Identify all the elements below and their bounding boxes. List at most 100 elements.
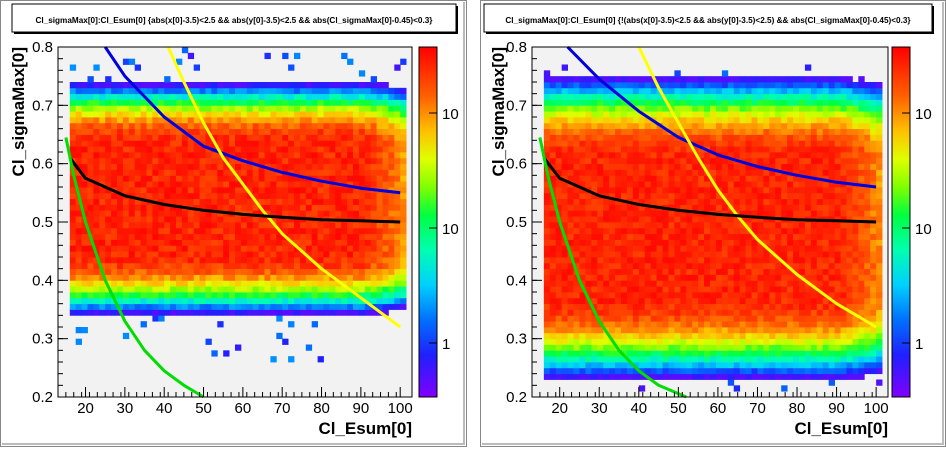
heatmap-cell <box>787 100 793 106</box>
heatmap-cell <box>799 88 805 94</box>
heatmap-cell <box>639 82 645 88</box>
heatmap-cell <box>805 269 811 275</box>
heatmap-cell <box>241 216 247 222</box>
heatmap-cell <box>763 181 769 187</box>
heatmap-cell <box>657 216 663 222</box>
heatmap-cell <box>651 269 657 275</box>
heatmap-cell <box>123 280 129 286</box>
heatmap-cell <box>371 292 377 298</box>
heatmap-cell <box>692 251 698 257</box>
heatmap-cell <box>400 275 406 281</box>
heatmap-cell <box>556 269 562 275</box>
heatmap-cell <box>265 181 271 187</box>
heatmap-cell <box>182 100 188 106</box>
heatmap-cell <box>609 315 615 321</box>
heatmap-cell <box>129 210 135 216</box>
heatmap-cell <box>550 222 556 228</box>
heatmap-cell <box>829 245 835 251</box>
heatmap-cell <box>823 187 829 193</box>
heatmap-cell <box>710 111 716 117</box>
heatmap-cell <box>377 117 383 123</box>
heatmap-cell <box>722 321 728 327</box>
heatmap-cell <box>312 310 318 316</box>
heatmap-cell <box>550 146 556 152</box>
heatmap-cell <box>740 170 746 176</box>
heatmap-cell <box>217 245 223 251</box>
heatmap-cell <box>223 88 229 94</box>
heatmap-cell <box>710 280 716 286</box>
heatmap-cell <box>270 82 276 88</box>
heatmap-cell <box>657 111 663 117</box>
heatmap-cell <box>585 234 591 240</box>
heatmap-cell <box>556 82 562 88</box>
heatmap-cell <box>324 234 330 240</box>
heatmap-cell <box>306 310 312 316</box>
heatmap-cell <box>359 117 365 123</box>
heatmap-cell <box>129 59 135 65</box>
heatmap-cell <box>377 135 383 141</box>
heatmap-cell <box>188 298 194 304</box>
y-tick-label: 0.7 <box>32 97 53 114</box>
heatmap-cell <box>270 269 276 275</box>
heatmap-cell <box>651 339 657 345</box>
heatmap-cell <box>562 111 568 117</box>
heatmap-cell <box>763 152 769 158</box>
heatmap-cell <box>93 140 99 146</box>
heatmap-cell <box>99 140 105 146</box>
heatmap-cell <box>206 164 212 170</box>
heatmap-cell <box>394 275 400 281</box>
heatmap-cell <box>663 117 669 123</box>
heatmap-cell <box>341 304 347 310</box>
heatmap-cell <box>200 286 206 292</box>
heatmap-cell <box>603 240 609 246</box>
heatmap-cell <box>627 210 633 216</box>
heatmap-cell <box>288 321 294 327</box>
heatmap-cell <box>318 170 324 176</box>
heatmap-cell <box>746 339 752 345</box>
heatmap-cell <box>383 158 389 164</box>
heatmap-cell <box>135 234 141 240</box>
heatmap-cell <box>324 222 330 228</box>
heatmap-cell <box>722 310 728 316</box>
heatmap-cell <box>135 117 141 123</box>
heatmap-cell <box>294 111 300 117</box>
heatmap-cell <box>597 356 603 362</box>
heatmap-cell <box>211 123 217 129</box>
heatmap-cell <box>775 152 781 158</box>
heatmap-cell <box>176 199 182 205</box>
heatmap-cell <box>746 129 752 135</box>
heatmap-cell <box>811 345 817 351</box>
heatmap-cell <box>182 310 188 316</box>
heatmap-cell <box>300 193 306 199</box>
heatmap-cell <box>793 251 799 257</box>
heatmap-cell <box>645 310 651 316</box>
heatmap-cell <box>76 210 82 216</box>
heatmap-cell <box>799 315 805 321</box>
heatmap-cell <box>306 269 312 275</box>
heatmap-cell <box>757 333 763 339</box>
heatmap-cell <box>206 310 212 316</box>
heatmap-cell <box>164 298 170 304</box>
heatmap-cell <box>603 234 609 240</box>
heatmap-cell <box>793 374 799 380</box>
heatmap-cell <box>329 123 335 129</box>
heatmap-cell <box>200 187 206 193</box>
heatmap-cell <box>347 240 353 246</box>
heatmap-cell <box>757 362 763 368</box>
color-palette <box>419 47 437 397</box>
heatmap-cell <box>674 310 680 316</box>
heatmap-cell <box>544 257 550 263</box>
heatmap-cell <box>674 327 680 333</box>
heatmap-cell <box>627 286 633 292</box>
heatmap-cell <box>365 82 371 88</box>
heatmap-cell <box>722 205 728 211</box>
heatmap-cell <box>716 234 722 240</box>
heatmap-cell <box>270 100 276 106</box>
heatmap-cell <box>823 205 829 211</box>
heatmap-cell <box>752 129 758 135</box>
heatmap-cell <box>341 298 347 304</box>
heatmap-cell <box>123 234 129 240</box>
heatmap-cell <box>781 135 787 141</box>
heatmap-cell <box>70 111 76 117</box>
heatmap-cell <box>645 263 651 269</box>
